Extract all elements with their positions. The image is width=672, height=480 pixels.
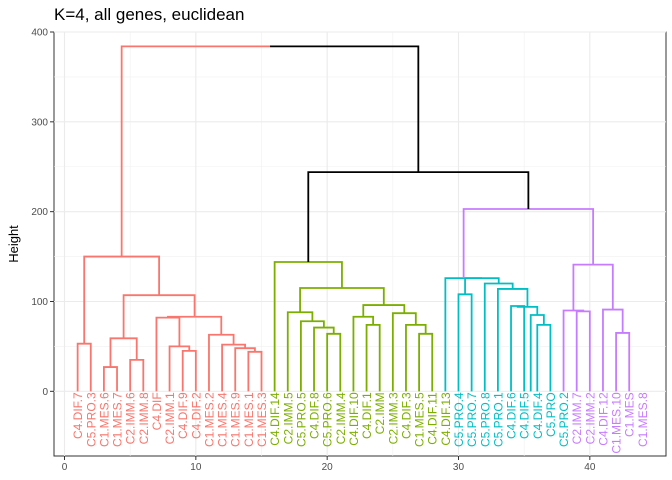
dendrogram-branch (362, 304, 406, 317)
leaf-label: C4.DIF.12 (596, 392, 610, 446)
dendrogram-branch (444, 277, 482, 392)
dendrogram-branch (269, 45, 420, 173)
y-axis-title: Height (6, 225, 21, 263)
leaf-label: C5.PRO.2 (557, 392, 571, 447)
y-tick-label: 200 (31, 207, 48, 218)
dendrogram-branch (326, 332, 342, 392)
leaf-label: C5.PRO.7 (465, 392, 479, 447)
leaf-label: C2.IMM.8 (137, 392, 151, 444)
leaf-label: C1.MES.2 (202, 392, 216, 447)
leaf-label: C2.IMM.1 (163, 392, 177, 444)
x-tick-label: 20 (322, 462, 334, 473)
dendrogram-branch (167, 315, 223, 335)
leaf-label: C4.DIF.11 (426, 392, 440, 445)
leaf-label: C4.DIF.7 (71, 392, 85, 439)
x-axis: 0 10 20 30 40 (62, 456, 596, 473)
leaf-label: C4.DIF.1 (360, 392, 374, 439)
leaf-label: C4.DIF.9 (176, 392, 190, 439)
x-tick-label: 10 (190, 462, 202, 473)
leaf-label: C2.IMM.7 (570, 392, 584, 444)
leaf-label: C4.DIF.6 (505, 392, 519, 439)
dendrogram-branch (247, 350, 263, 392)
leaf-label: C5.PRO.5 (294, 392, 308, 447)
leaf-labels: C4.DIF.7 C5.PRO.3 C1.MES.6 C1.MES.7 C2.IMM.6… (71, 392, 650, 454)
leaf-label: C4.DIF (150, 392, 164, 430)
leaf-label: C5.PRO.4 (452, 392, 466, 447)
y-tick-label: 100 (31, 297, 48, 308)
leaf-label: C4.DIF.10 (347, 392, 361, 446)
leaf-label: C1.MES.5 (413, 392, 427, 447)
leaf-label: C5.PRO.6 (321, 392, 335, 447)
x-tick-label: 0 (62, 462, 68, 473)
dendrogram-branch (208, 333, 235, 392)
leaf-label: C1.MES.9 (229, 392, 243, 447)
dendrogram-branch (120, 45, 270, 257)
leaf-label: C4.DIF.3 (399, 392, 413, 439)
leaf-label: C5.PRO.3 (84, 392, 98, 447)
leaf-label: C2.IMM (373, 392, 387, 434)
leaf-label: C2.IMM.5 (281, 392, 295, 444)
leaf-label: C1.MES.8 (636, 392, 650, 447)
leaf-label: C5.PRO.1 (491, 392, 505, 447)
x-tick-label: 40 (584, 462, 596, 473)
y-axis: 0 100 200 300 400 (31, 28, 54, 398)
leaf-label: C2.IMM.6 (124, 392, 138, 444)
y-tick-label: 0 (42, 387, 48, 398)
chart-title: K=4, all genes, euclidean (54, 5, 244, 24)
dendrogram-branch (168, 345, 191, 392)
x-tick-label: 30 (453, 462, 465, 473)
dendrogram-branch (76, 342, 92, 392)
y-tick-label: 400 (31, 28, 48, 39)
leaf-label: C1.MES.10 (610, 392, 624, 454)
leaf-label: C2.IMM.3 (386, 392, 400, 444)
dendrogram-branch (307, 171, 530, 262)
leaf-label: C1.MES.4 (216, 392, 230, 447)
leaf-label: C4.DIF.2 (189, 392, 203, 439)
dendrogram-branch (352, 315, 375, 392)
y-tick-label: 300 (31, 117, 48, 128)
dendrogram-branch (103, 366, 118, 392)
dendrogram-branches (76, 45, 631, 392)
dendrogram-branch (562, 309, 585, 392)
leaf-label: C4.DIF.4 (531, 392, 545, 439)
leaf-label: C4.DIF.5 (518, 392, 532, 439)
dendrogram-branch (418, 332, 434, 392)
leaf-label: C4.DIF.14 (268, 392, 282, 446)
leaf-label: C1.MES.3 (255, 392, 269, 447)
leaf-label: C2.IMM.2 (583, 392, 597, 444)
dendrogram-branch (299, 287, 385, 313)
leaf-label: C5.PRO.8 (478, 392, 492, 447)
leaf-label: C4.DIF.8 (308, 392, 322, 439)
leaf-label: C1.MES.1 (242, 392, 256, 447)
leaf-label: C2.IMM.4 (334, 392, 348, 444)
leaf-label: C1.MES.7 (111, 392, 125, 447)
leaf-label: C1.MES (623, 392, 637, 437)
leaf-label: C5.PRO (544, 392, 558, 437)
dendrogram-branch (510, 305, 526, 392)
leaf-label: C4.DIF.13 (439, 392, 453, 446)
leaf-label: C1.MES.6 (97, 392, 111, 447)
